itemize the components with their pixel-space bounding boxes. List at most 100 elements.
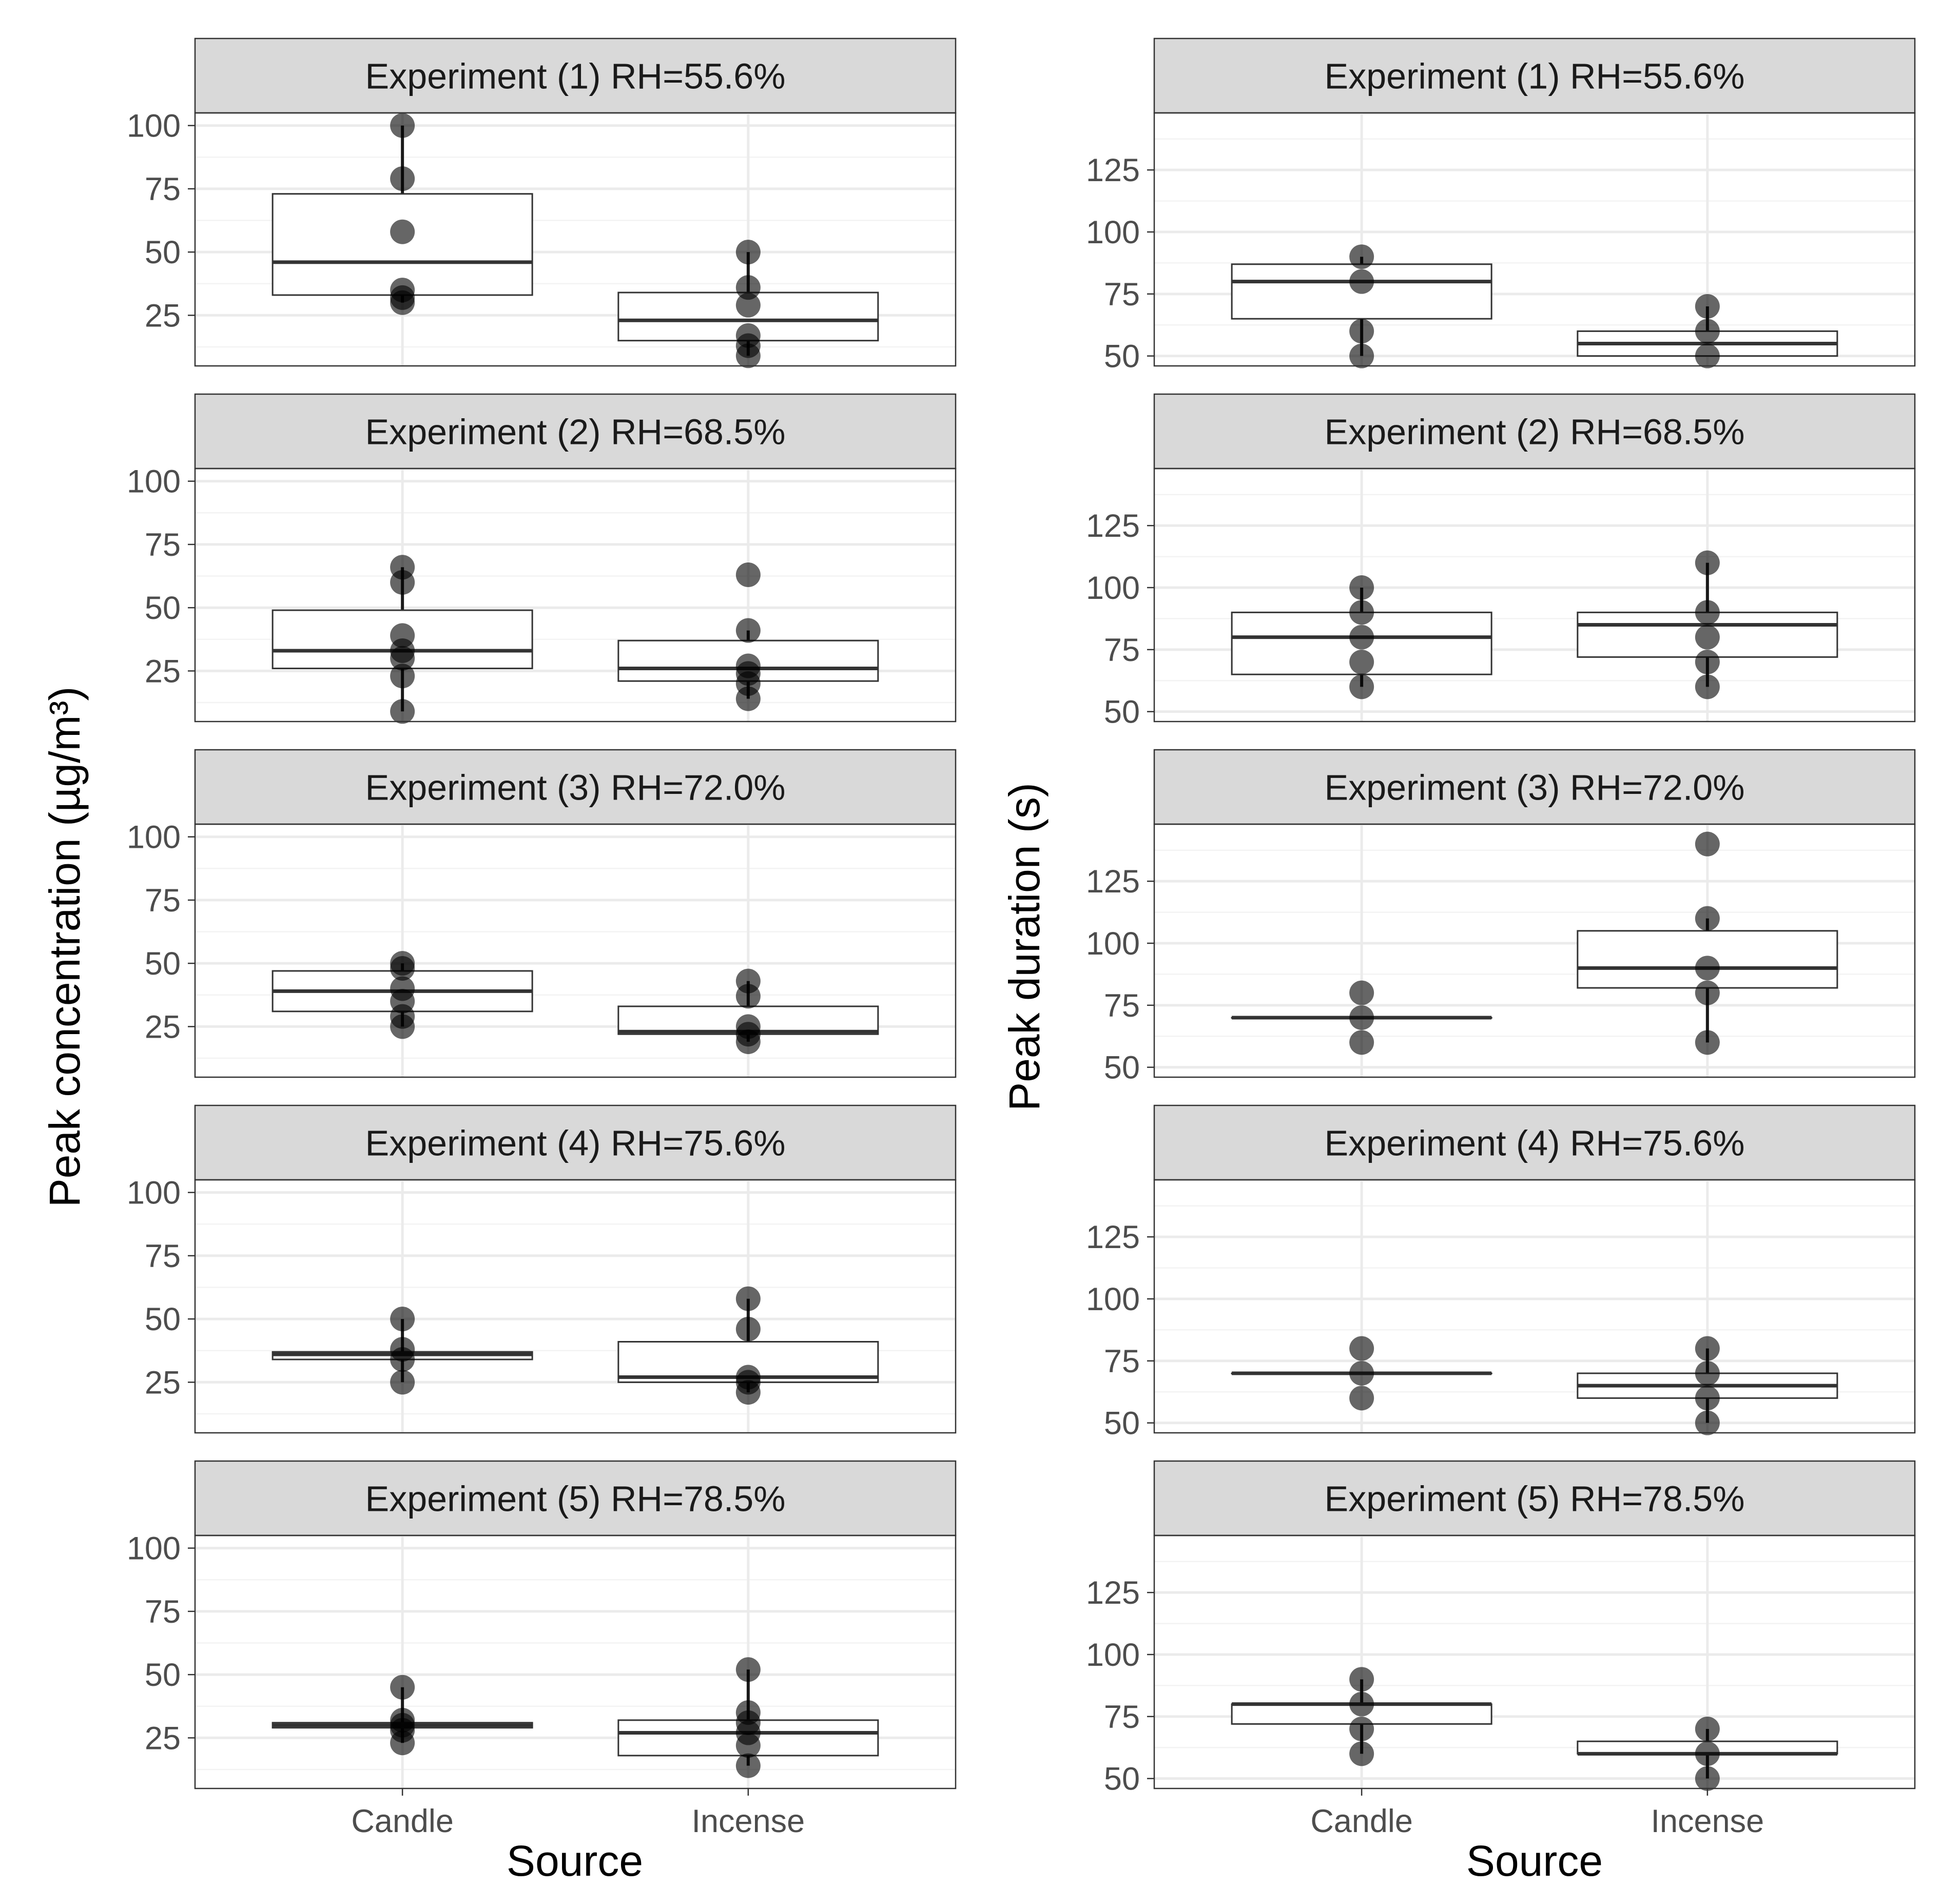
y-tick-label: 75 — [145, 1594, 181, 1630]
data-point — [1349, 1361, 1374, 1386]
data-point — [735, 1286, 761, 1311]
data-point — [1349, 625, 1374, 650]
y-tick-label: 50 — [145, 590, 181, 626]
data-point — [390, 278, 415, 303]
y-tick-label: 125 — [1086, 1219, 1140, 1255]
data-point — [1349, 1717, 1374, 1741]
facet-title: Experiment (4) RH=75.6% — [1325, 1123, 1745, 1163]
facet-strip — [194, 393, 957, 470]
data-point — [390, 1707, 415, 1733]
y-tick-label: 125 — [1086, 508, 1140, 544]
left-y-axis-title: Peak concentration (µg/m³) — [41, 687, 89, 1208]
data-point — [390, 1675, 415, 1700]
data-point — [735, 562, 761, 588]
data-point — [1695, 1336, 1720, 1361]
facet-title: Experiment (2) RH=68.5% — [1325, 412, 1745, 452]
facet-panel: Experiment (3) RH=72.0% 50 75 100 125 — [1086, 749, 1916, 1086]
data-point — [1695, 625, 1720, 650]
facet-strip — [194, 749, 957, 825]
panel-border — [194, 112, 957, 367]
data-point — [1349, 1030, 1374, 1055]
data-point — [1349, 1691, 1374, 1717]
y-tick-label: 100 — [127, 464, 181, 500]
facet-strip — [1153, 1104, 1916, 1181]
y-tick-label: 50 — [1104, 1406, 1140, 1442]
y-tick-label: 25 — [145, 1365, 181, 1400]
data-point — [390, 1337, 415, 1362]
y-tick-label: 100 — [127, 820, 181, 855]
data-point — [1349, 1005, 1374, 1030]
data-point — [1695, 650, 1720, 674]
x-tick-label: Incense — [692, 1803, 805, 1839]
data-point — [735, 1316, 761, 1341]
facet-title: Experiment (3) RH=72.0% — [1325, 768, 1745, 808]
data-point — [390, 976, 415, 1001]
y-tick-label: 125 — [1086, 1575, 1140, 1611]
y-tick-label: 100 — [127, 1531, 181, 1567]
data-point — [390, 623, 415, 648]
data-point — [735, 1365, 761, 1390]
facet-title: Experiment (1) RH=55.6% — [1325, 56, 1745, 96]
y-tick-label: 75 — [145, 883, 181, 919]
left-x-axis-title: Source — [507, 1837, 643, 1885]
facet-panel: Experiment (1) RH=55.6% 50 75 100 125 — [1086, 37, 1916, 375]
y-tick-label: 125 — [1086, 864, 1140, 900]
facet-panel: Experiment (1) RH=55.6% 25 50 75 100 — [127, 37, 957, 368]
y-tick-label: 75 — [145, 527, 181, 563]
data-point — [390, 1307, 415, 1332]
data-point — [390, 951, 415, 976]
data-point — [1349, 575, 1374, 600]
right-y-axis-title: Peak duration (s) — [1000, 783, 1049, 1111]
facet-panel: Experiment (5) RH=78.5% 25 50 75 100 Candle In… — [127, 1460, 957, 1839]
y-tick-label: 25 — [145, 653, 181, 689]
data-point — [1695, 343, 1720, 368]
data-point — [1349, 319, 1374, 344]
panel-border — [194, 1179, 957, 1434]
facet-title: Experiment (5) RH=78.5% — [365, 1479, 786, 1519]
x-tick-label: Candle — [1310, 1803, 1413, 1839]
panel-border — [1153, 1179, 1916, 1434]
y-tick-label: 50 — [1104, 1761, 1140, 1797]
data-point — [1349, 1741, 1374, 1766]
x-tick-label: Candle — [351, 1803, 454, 1839]
facet-title: Experiment (3) RH=72.0% — [365, 768, 786, 808]
facet-title: Experiment (1) RH=55.6% — [365, 56, 786, 96]
data-point — [390, 1370, 415, 1395]
data-point — [390, 219, 415, 244]
y-tick-label: 50 — [145, 235, 181, 270]
data-point — [390, 699, 415, 724]
data-point — [1349, 674, 1374, 699]
data-point — [1695, 319, 1720, 344]
data-point — [1695, 1410, 1720, 1435]
data-point — [1695, 1717, 1720, 1741]
data-point — [735, 240, 761, 265]
data-point — [1349, 1667, 1374, 1692]
data-point — [1695, 600, 1720, 625]
y-tick-label: 50 — [145, 946, 181, 982]
data-point — [735, 653, 761, 678]
y-tick-label: 100 — [127, 108, 181, 144]
y-tick-label: 75 — [1104, 632, 1140, 668]
data-point — [1695, 294, 1720, 319]
y-tick-label: 100 — [1086, 926, 1140, 962]
facet-panel: Experiment (2) RH=68.5% 50 75 100 125 — [1086, 393, 1916, 730]
panel-border — [194, 823, 957, 1078]
y-tick-label: 50 — [145, 1301, 181, 1337]
data-point — [1695, 1741, 1720, 1766]
y-tick-label: 100 — [1086, 215, 1140, 250]
data-point — [1349, 343, 1374, 368]
panels: Experiment (1) RH=55.6%255075100Experime… — [127, 37, 1916, 1839]
data-point — [1695, 980, 1720, 1005]
data-point — [1695, 1386, 1720, 1411]
facet-strip — [194, 1104, 957, 1181]
data-point — [735, 293, 761, 318]
y-tick-label: 100 — [1086, 1281, 1140, 1317]
panel-border — [194, 1534, 957, 1789]
y-tick-label: 75 — [1104, 1344, 1140, 1379]
facet-panel: Experiment (4) RH=75.6% 50 75 100 125 — [1086, 1104, 1916, 1442]
y-tick-label: 75 — [1104, 1699, 1140, 1735]
y-tick-label: 25 — [145, 1009, 181, 1045]
right-x-axis-title: Source — [1466, 1837, 1603, 1885]
data-point — [1695, 831, 1720, 857]
